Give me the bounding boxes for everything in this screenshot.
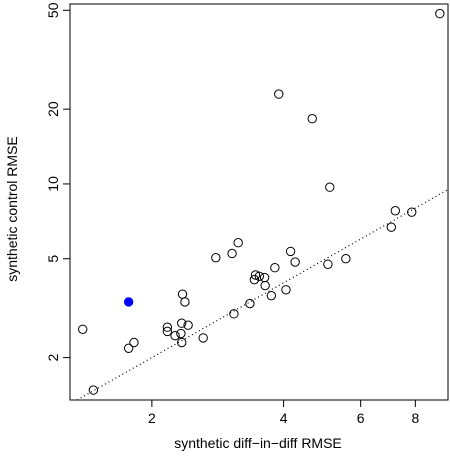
data-point [435, 8, 445, 19]
data-point [177, 318, 187, 328]
plot-frame [69, 3, 449, 401]
y-tick-label: 5 [45, 255, 61, 263]
y-tick-label: 50 [45, 2, 61, 18]
x-axis-label: synthetic diff−in−diff RMSE [174, 435, 342, 451]
data-point [249, 274, 260, 285]
data-point [307, 114, 317, 124]
x-tick-label: 8 [411, 410, 419, 426]
data-point [407, 207, 417, 217]
data-point [259, 272, 270, 283]
data-point [170, 330, 180, 341]
x-tick-label: 2 [148, 410, 156, 426]
data-point [162, 322, 173, 332]
data-point [274, 89, 284, 99]
data-point [78, 324, 88, 334]
reference-line [76, 188, 449, 401]
data-point [325, 182, 335, 192]
data-point [233, 238, 243, 248]
data-point [183, 320, 193, 330]
data-point [390, 206, 401, 216]
data-point [211, 252, 221, 263]
data-point [227, 248, 237, 259]
data-point [162, 326, 173, 337]
y-tick-label: 20 [45, 101, 61, 117]
data-point [281, 285, 291, 295]
y-ticks: 2 5 10 20 50 [45, 2, 70, 361]
data-point [323, 259, 333, 269]
data-point [180, 297, 190, 307]
y-tick-label: 2 [45, 353, 61, 361]
y-axis-label: synthetic control RMSE [4, 136, 20, 282]
data-point [123, 343, 134, 353]
data-point [266, 290, 277, 301]
data-point [250, 270, 261, 280]
data-point [245, 298, 255, 309]
highlighted-data-point [123, 297, 134, 307]
x-tick-label: 4 [280, 410, 288, 426]
data-point [198, 333, 208, 343]
data-point [341, 254, 351, 264]
data-point [290, 257, 300, 267]
data-point [88, 385, 99, 395]
y-tick-label: 10 [45, 176, 61, 192]
data-point [177, 289, 188, 299]
x-ticks: 2 4 6 8 [148, 400, 419, 426]
data-point [270, 263, 280, 273]
data-point [177, 337, 187, 348]
data-point [129, 337, 139, 348]
data-point [260, 280, 270, 291]
data-point [176, 328, 186, 339]
data-point [254, 271, 265, 281]
x-tick-label: 6 [357, 410, 365, 426]
data-points [78, 8, 445, 395]
data-point [386, 222, 397, 232]
data-point [229, 309, 239, 319]
data-point [285, 246, 296, 257]
